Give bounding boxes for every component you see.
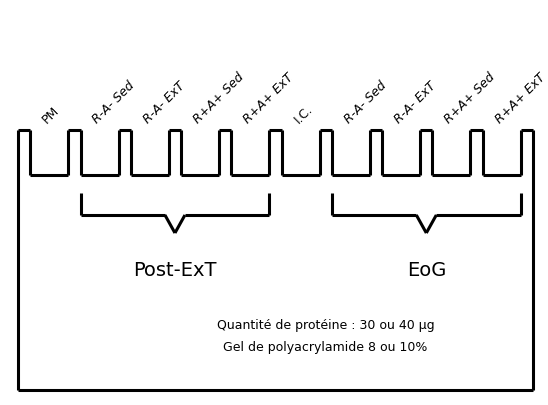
Text: Gel de polyacrylamide 8 ou 10%: Gel de polyacrylamide 8 ou 10% (224, 341, 427, 354)
Text: R-A- ExT: R-A- ExT (141, 79, 187, 126)
Text: Post-ExT: Post-ExT (133, 261, 216, 280)
Text: EoG: EoG (407, 261, 446, 280)
Text: R-A- ExT: R-A- ExT (392, 79, 438, 126)
Text: R+A+ Sed: R+A+ Sed (191, 70, 247, 126)
Text: R-A- Sed: R-A- Sed (342, 79, 389, 126)
Text: I.C.: I.C. (292, 102, 315, 126)
Text: PM: PM (40, 104, 62, 126)
Text: R+A+ ExT: R+A+ ExT (241, 71, 296, 126)
Text: Quantité de protéine : 30 ou 40 μg: Quantité de protéine : 30 ou 40 μg (216, 318, 435, 332)
Text: R+A+ ExT: R+A+ ExT (493, 71, 547, 126)
Text: R+A+ Sed: R+A+ Sed (442, 70, 498, 126)
Text: R-A- Sed: R-A- Sed (90, 79, 138, 126)
